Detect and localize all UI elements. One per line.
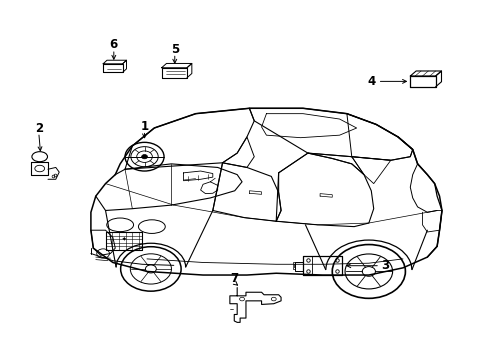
Text: 1: 1	[140, 120, 148, 133]
Text: 5: 5	[170, 42, 179, 55]
Text: 7: 7	[230, 272, 238, 285]
Text: 6: 6	[109, 38, 118, 51]
Text: 3: 3	[380, 259, 388, 272]
Circle shape	[142, 154, 147, 159]
Text: 4: 4	[367, 75, 375, 88]
Text: ✦: ✦	[122, 237, 126, 242]
Text: 2: 2	[35, 122, 43, 135]
